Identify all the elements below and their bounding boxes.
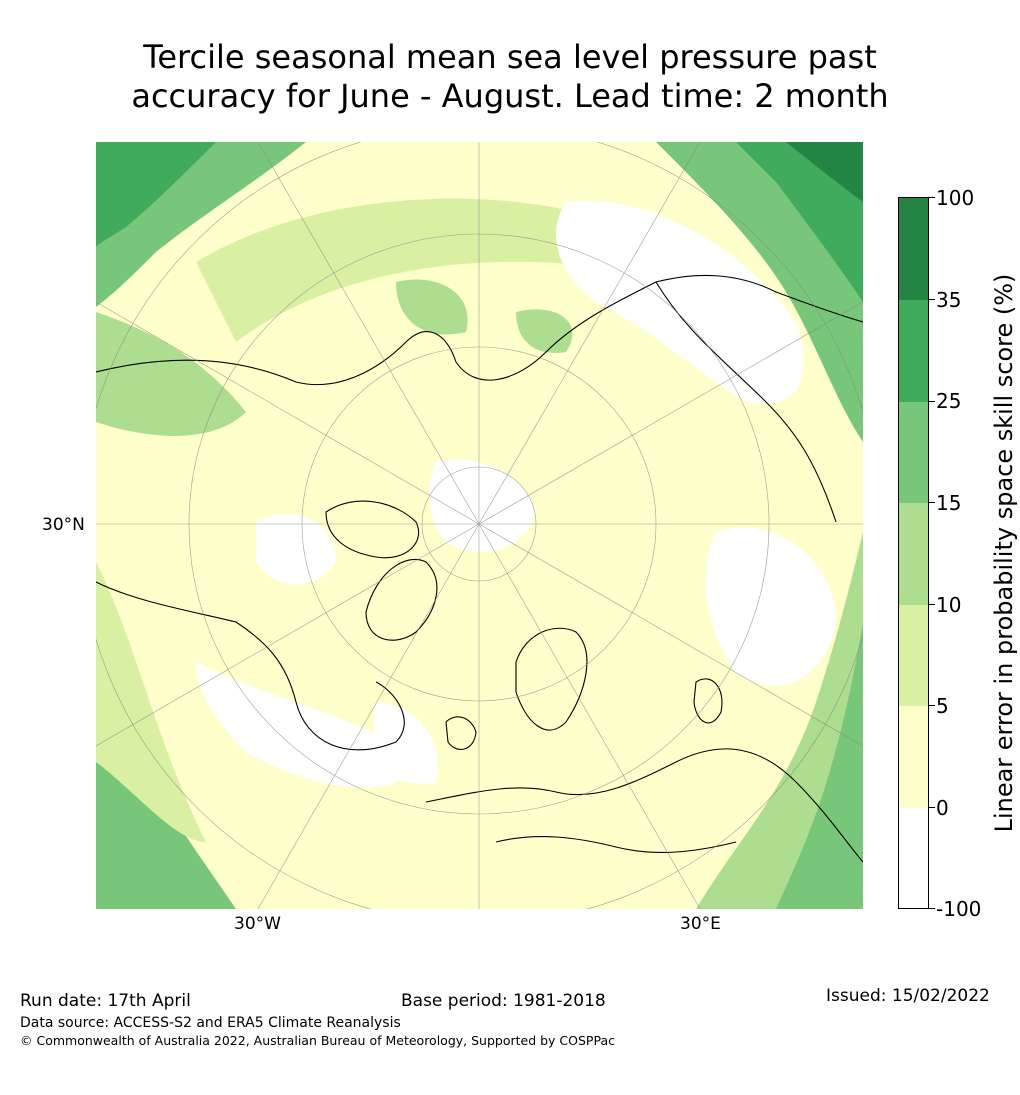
field-band-west: [96, 312, 246, 436]
field-patch-1: [396, 279, 468, 335]
colorbar-tick: [929, 299, 935, 300]
polar-map[interactable]: [96, 142, 863, 909]
field-white-1: [556, 200, 804, 404]
title-line-1: Tercile seasonal mean sea level pressure…: [143, 38, 877, 76]
meridian-30w: [257, 142, 480, 525]
skill-field: [96, 142, 863, 909]
coast-asia-north: [96, 274, 863, 386]
meridian-30e: [478, 142, 701, 525]
field-white-3: [429, 459, 536, 552]
meridian-60w: [96, 301, 480, 525]
meridian-60e: [478, 301, 863, 525]
colorbar-tick-label: 0: [936, 796, 949, 820]
field-patch-2: [516, 309, 573, 353]
colorbar-seg-0-5: [899, 706, 928, 808]
copyright: © Commonwealth of Australia 2022, Austra…: [20, 1033, 615, 1048]
field-corner-nw-dark: [96, 142, 216, 247]
coast-europe: [425, 748, 863, 863]
field-corner-ne-mid: [736, 142, 863, 302]
colorbar-tick-label: 15: [936, 491, 962, 515]
colorbar-seg-35-100: [899, 198, 928, 300]
field-corner-ne-dark: [786, 142, 863, 202]
colorbar-seg-10-15: [899, 503, 928, 605]
meridian-150e: [478, 523, 701, 909]
coast-caspian: [693, 678, 723, 724]
coast-scandinavia: [515, 627, 588, 731]
base-period: Base period: 1981-2018: [401, 991, 606, 1011]
coast-north-america: [96, 581, 405, 751]
meridian-150w: [257, 523, 480, 909]
coast-greenland: [365, 558, 438, 641]
field-band-southwest: [96, 562, 206, 842]
field-white-2: [196, 662, 426, 788]
colorbar-tick: [929, 197, 935, 198]
colorbar-tick-label: 25: [936, 389, 962, 413]
field-white-4: [705, 527, 836, 686]
chart-title: Tercile seasonal mean sea level pressure…: [0, 38, 1020, 116]
field-corner-sw: [96, 702, 236, 909]
coast-british-isles: [445, 716, 477, 750]
graticule: [96, 142, 863, 909]
meridian-120w: [96, 523, 480, 747]
colorbar: [898, 197, 929, 909]
run-date: Run date: 17th April: [20, 991, 191, 1011]
colorbar-seg-25-35: [899, 300, 928, 402]
field-corner-se-mid: [776, 622, 863, 909]
meridian-120e: [478, 523, 863, 747]
colorbar-tick-label: 100: [936, 186, 975, 210]
colorbar-tick: [929, 604, 935, 605]
coast-arctic-islands: [325, 500, 420, 559]
colorbar-seg-neg100-0: [899, 808, 928, 908]
colorbar-tick: [929, 908, 935, 909]
issued-date: Issued: 15/02/2022: [826, 986, 990, 1006]
colorbar-tick: [929, 502, 935, 503]
lat-label-30n: 30°N: [42, 515, 85, 535]
colorbar-tick-label: 35: [936, 288, 962, 312]
field-white-6: [374, 702, 438, 784]
map-svg: [96, 142, 863, 909]
coast-siberia: [655, 281, 837, 523]
title-line-2: accuracy for June - August. Lead time: 2…: [131, 77, 889, 115]
colorbar-tick: [929, 807, 935, 808]
colorbar-tick: [929, 705, 935, 706]
data-source: Data source: ACCESS-S2 and ERA5 Climate …: [20, 1015, 401, 1031]
colorbar-title: Linear error in probability space skill …: [990, 273, 1018, 833]
colorbar-tick-label: -100: [936, 897, 982, 921]
field-white-5: [256, 514, 336, 585]
colorbar-seg-15-25: [899, 402, 928, 503]
coast-mediterranean: [495, 836, 737, 853]
colorbar-tick: [929, 401, 935, 402]
lon-label-30w: 30°W: [234, 914, 281, 934]
colorbar-seg-5-10: [899, 605, 928, 706]
colorbar-tick-label: 10: [936, 593, 962, 617]
coastlines: [96, 274, 863, 863]
colorbar-tick-label: 5: [936, 694, 949, 718]
lon-label-30e: 30°E: [680, 914, 721, 934]
